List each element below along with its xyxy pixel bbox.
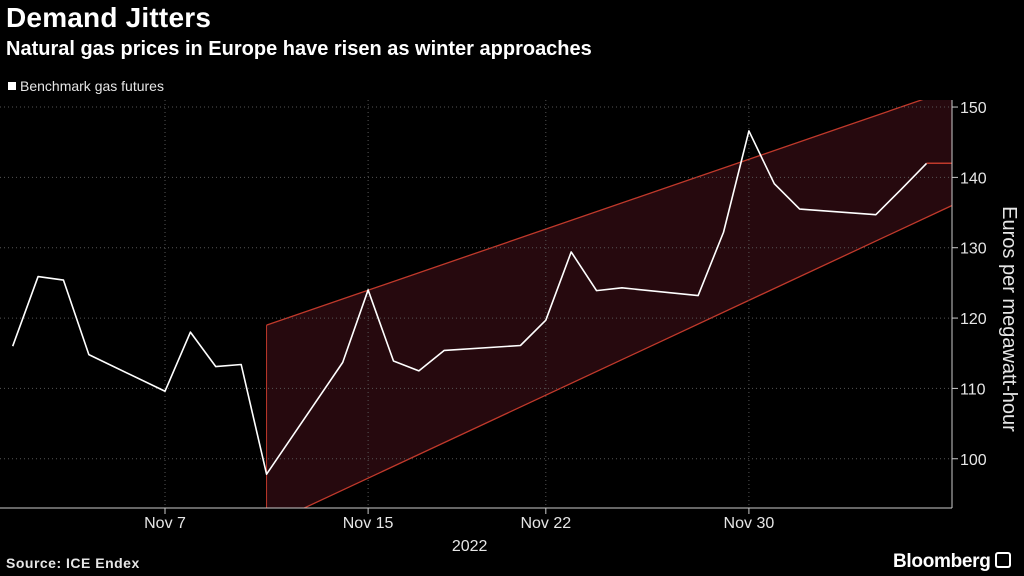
y-tick-label: 100 bbox=[960, 452, 987, 469]
y-axis-label: Euros per megawatt-hour bbox=[998, 206, 1020, 432]
trend-channel bbox=[266, 100, 952, 508]
brand-logo: Bloomberg bbox=[893, 551, 1011, 573]
chart-title: Demand Jitters bbox=[6, 2, 212, 33]
brand-mark-icon bbox=[994, 552, 1011, 568]
chart-subtitle: Natural gas prices in Europe have risen … bbox=[6, 38, 592, 60]
legend-label: Benchmark gas futures bbox=[20, 78, 164, 94]
x-tick-label: Nov 15 bbox=[343, 515, 394, 532]
y-tick-label: 140 bbox=[960, 170, 987, 187]
x-tick-label: Nov 22 bbox=[520, 515, 571, 532]
legend-swatch bbox=[8, 82, 16, 90]
source-note: Source: ICE Endex bbox=[6, 555, 140, 571]
trend-channel-upper bbox=[266, 100, 924, 326]
brand-name: Bloomberg bbox=[893, 551, 991, 572]
y-tick-label: 150 bbox=[960, 100, 987, 117]
y-tick-label: 110 bbox=[960, 381, 986, 398]
legend: Benchmark gas futures bbox=[8, 78, 164, 94]
x-axis-label: 2022 bbox=[452, 538, 488, 555]
trend-channel-lower bbox=[302, 204, 952, 508]
x-tick-label: Nov 30 bbox=[724, 515, 775, 532]
y-tick-label: 120 bbox=[960, 311, 987, 328]
trend-channel-fill bbox=[266, 100, 952, 508]
x-tick-label: Nov 7 bbox=[144, 515, 186, 532]
y-tick-label: 130 bbox=[960, 241, 987, 258]
